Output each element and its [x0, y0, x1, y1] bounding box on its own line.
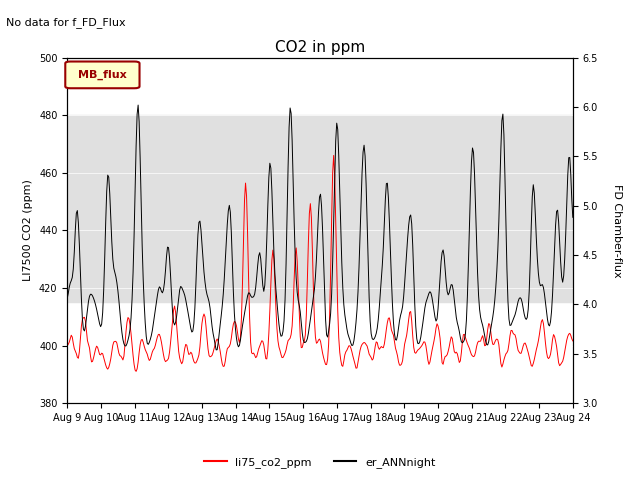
Bar — [67, 115, 573, 302]
Text: No data for f_FD_Flux: No data for f_FD_Flux — [6, 17, 126, 28]
Text: MB_flux: MB_flux — [78, 70, 127, 80]
Y-axis label: FD Chamber-flux: FD Chamber-flux — [612, 183, 622, 277]
Title: CO2 in ppm: CO2 in ppm — [275, 40, 365, 55]
Y-axis label: LI7500 CO2 (ppm): LI7500 CO2 (ppm) — [24, 180, 33, 281]
FancyBboxPatch shape — [65, 61, 140, 88]
Legend: li75_co2_ppm, er_ANNnight: li75_co2_ppm, er_ANNnight — [200, 452, 440, 472]
